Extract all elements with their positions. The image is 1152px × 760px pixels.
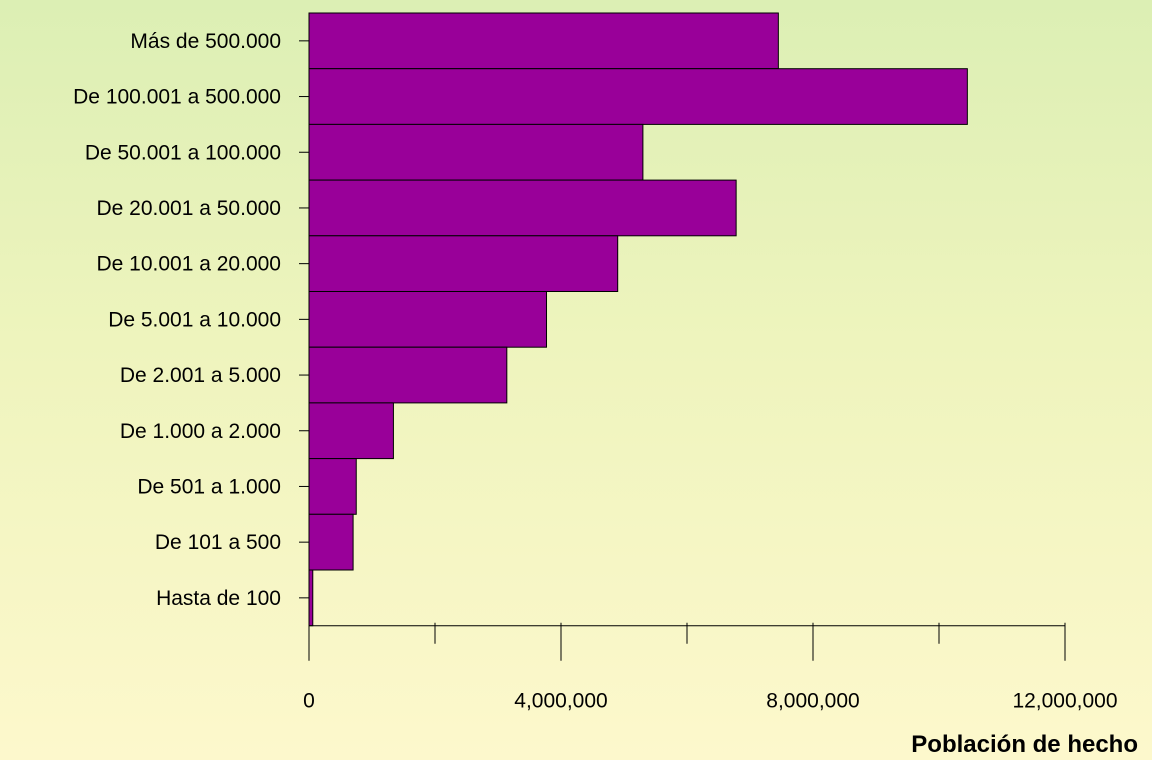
category-label-4: De 10.001 a 20.000	[97, 253, 282, 276]
x-tick-label-2: 8,000,000	[766, 690, 859, 713]
category-label-1: De 100.001 a 500.000	[73, 86, 281, 109]
category-label-9: De 101 a 500	[155, 531, 281, 554]
x-axis-title: Población de hecho	[911, 731, 1138, 758]
x-tick-label-1: 4,000,000	[514, 690, 607, 713]
bar-0	[308, 12, 779, 70]
bars-group	[308, 12, 968, 627]
category-label-2: De 50.001 a 100.000	[85, 141, 281, 164]
bar-10	[308, 569, 314, 627]
category-label-6: De 2.001 a 5.000	[120, 364, 281, 387]
category-label-7: De 1.000 a 2.000	[120, 420, 281, 443]
bar-9	[308, 513, 354, 571]
category-label-10: Hasta de 100	[156, 587, 281, 610]
bar-2	[308, 123, 644, 181]
x-tick-label-0: 0	[303, 690, 315, 713]
bar-6	[308, 346, 508, 404]
category-label-5: De 5.001 a 10.000	[108, 308, 281, 331]
category-label-8: De 501 a 1.000	[137, 475, 281, 498]
x-tick-label-3: 12,000,000	[1012, 690, 1117, 713]
bar-1	[308, 68, 968, 125]
category-label-3: De 20.001 a 50.000	[97, 197, 282, 220]
category-label-0: Más de 500.000	[130, 30, 281, 53]
bar-4	[308, 235, 619, 293]
y-axis: Más de 500.000 De 100.001 a 500.000 De 50.…	[73, 13, 310, 626]
bar-3	[308, 179, 737, 237]
bar-8	[308, 458, 357, 515]
bar-7	[308, 402, 394, 460]
bar-5	[308, 291, 548, 348]
x-axis: 0 4,000,000 8,000,000 12,000,000	[303, 622, 1118, 713]
